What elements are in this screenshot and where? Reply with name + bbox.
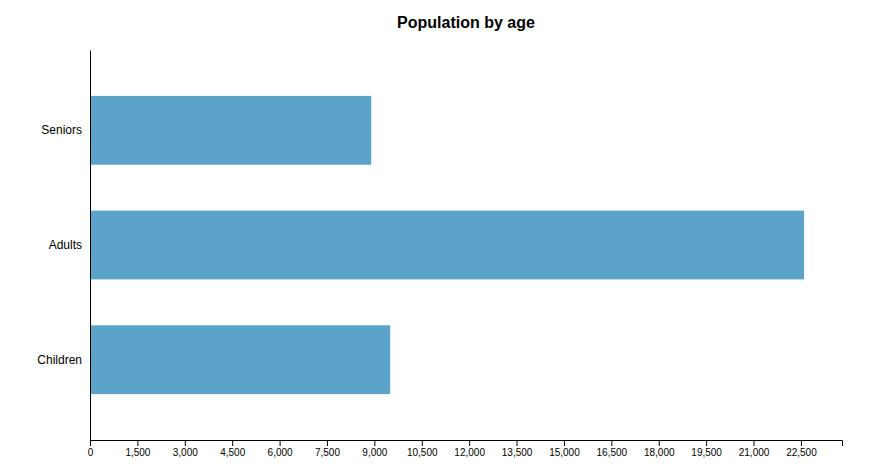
bar xyxy=(90,96,371,165)
x-tick-mark xyxy=(706,440,707,446)
x-tick: 16,500 xyxy=(597,440,628,458)
x-tick-label: 9,000 xyxy=(362,447,387,458)
x-tick: 22,500 xyxy=(786,440,817,458)
x-tick-mark xyxy=(327,440,328,446)
x-tick: 15,000 xyxy=(549,440,580,458)
x-tick-mark xyxy=(185,440,186,446)
x-tick-label: 16,500 xyxy=(597,447,628,458)
x-tick-mark xyxy=(280,440,281,446)
x-tick-mark xyxy=(801,440,802,446)
x-tick: 10,500 xyxy=(407,440,438,458)
y-axis-line xyxy=(90,51,91,441)
x-axis-line xyxy=(91,441,843,447)
bar xyxy=(90,325,390,394)
x-tick-mark xyxy=(754,440,755,446)
y-tick-label: Seniors xyxy=(41,123,82,137)
x-tick-label: 7,500 xyxy=(315,447,340,458)
title: Population by age xyxy=(397,14,535,31)
y-tick-label: Children xyxy=(37,353,82,367)
x-tick-label: 6,000 xyxy=(268,447,293,458)
x-tick-label: 19,500 xyxy=(691,447,722,458)
x-tick-label: 10,500 xyxy=(407,447,438,458)
x-tick: 7,500 xyxy=(315,440,340,458)
chart: 0 1,500 3,000 4,500 6,000 7,500 9,000 10,500 12,… xyxy=(0,0,872,476)
y-tick: Adults xyxy=(49,238,90,252)
x-tick-label: 21,000 xyxy=(739,447,770,458)
x-tick-label: 4,500 xyxy=(220,447,245,458)
x-tick: 6,000 xyxy=(268,440,293,458)
x-tick-label: 0 xyxy=(88,447,94,458)
x-tick-mark xyxy=(232,440,233,446)
x-tick: 21,000 xyxy=(739,440,770,458)
x-tick: 4,500 xyxy=(220,440,245,458)
y-tick: Seniors xyxy=(41,123,90,137)
x-tick-label: 1,500 xyxy=(125,447,150,458)
bar xyxy=(90,211,804,280)
x-tick-label: 18,000 xyxy=(644,447,675,458)
x-axis: 0 1,500 3,000 4,500 6,000 7,500 9,000 10,500 12,… xyxy=(88,440,843,458)
x-tick: 1,500 xyxy=(125,440,150,458)
x-tick-label: 13,500 xyxy=(502,447,533,458)
x-tick-label: 15,000 xyxy=(549,447,580,458)
y-tick: Children xyxy=(37,353,90,367)
x-tick-mark xyxy=(90,440,91,446)
y-axis: Children Adults Seniors xyxy=(37,51,90,441)
x-tick-mark xyxy=(137,440,138,446)
x-tick: 0 xyxy=(88,440,94,458)
x-tick: 19,500 xyxy=(691,440,722,458)
x-tick-mark xyxy=(374,440,375,446)
x-tick-mark xyxy=(611,440,612,446)
x-tick: 12,000 xyxy=(454,440,485,458)
x-tick: 13,500 xyxy=(502,440,533,458)
y-tick-label: Adults xyxy=(49,238,82,252)
bars xyxy=(90,96,804,394)
plot: 0 1,500 3,000 4,500 6,000 7,500 9,000 10,500 12,… xyxy=(37,51,842,459)
x-tick-label: 3,000 xyxy=(173,447,198,458)
x-tick-label: 22,500 xyxy=(786,447,817,458)
x-tick-mark xyxy=(659,440,660,446)
x-tick: 3,000 xyxy=(173,440,198,458)
x-tick: 9,000 xyxy=(362,440,387,458)
x-tick-mark xyxy=(564,440,565,446)
x-tick: 18,000 xyxy=(644,440,675,458)
x-tick-mark xyxy=(422,440,423,446)
x-tick-mark xyxy=(517,440,518,446)
x-tick-label: 12,000 xyxy=(454,447,485,458)
x-tick-mark xyxy=(469,440,470,446)
